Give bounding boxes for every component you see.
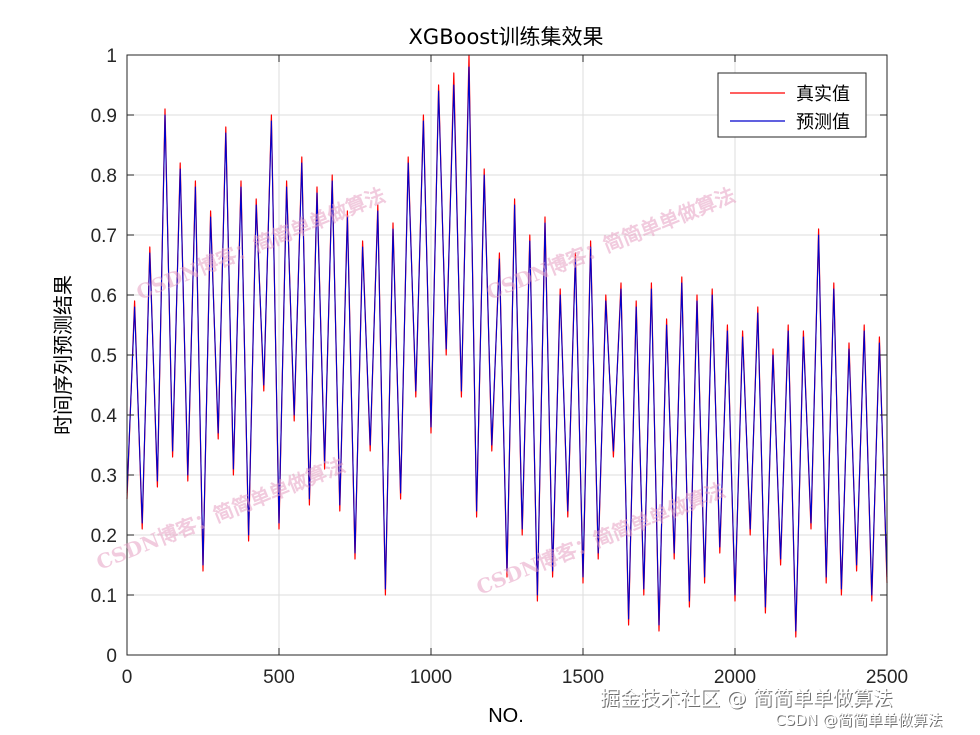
- y-tick-label: 0: [106, 646, 117, 667]
- y-tick-label: 0.7: [91, 226, 117, 247]
- y-tick-label: 0.2: [91, 526, 117, 547]
- legend-label-true: 真实值: [796, 84, 850, 105]
- y-tick-label: 0.1: [91, 586, 117, 607]
- y-tick-label: 0.9: [91, 106, 117, 127]
- y-tick-label: 0.3: [91, 466, 117, 487]
- y-tick-label: 0.5: [91, 346, 117, 367]
- credit-main: 掘金技术社区 @ 简简单单做算法: [600, 686, 893, 710]
- x-tick-label: 0: [122, 667, 133, 688]
- series-line-pred: [126, 66, 888, 632]
- legend: 真实值 预测值: [717, 72, 867, 138]
- credits: 掘金技术社区 @ 简简单单做算法 掘金技术社区 @ 简简单单做算法 CSDN @…: [600, 686, 944, 730]
- x-tick-label: 1000: [410, 667, 452, 688]
- x-axis-label: NO.: [488, 705, 524, 727]
- credit-sub: CSDN @简简单单做算法: [775, 711, 943, 729]
- x-tick-label: 500: [263, 667, 295, 688]
- chart-title: XGBoost训练集效果: [409, 25, 604, 49]
- y-axis-label: 时间序列预测结果: [51, 275, 75, 435]
- x-tick-label: 2500: [866, 667, 908, 688]
- y-tick-label: 0.8: [91, 166, 117, 187]
- y-tick-label: 0.4: [91, 406, 118, 427]
- series-lines: [126, 54, 888, 638]
- credit-sub-shadow: CSDN @简简单单做算法: [776, 712, 944, 730]
- legend-label-pred: 预测值: [796, 112, 850, 133]
- x-tick-label: 1500: [562, 667, 604, 688]
- y-tick-label: 0.6: [91, 286, 117, 307]
- legend-box: [717, 72, 867, 138]
- x-tick-label: 2000: [714, 667, 756, 688]
- axis-ticks: 0 500 1000 1500 2000 2500 0 0.1 0.2 0.3 0.4 0.5 0.6 0…: [91, 46, 909, 688]
- y-tick-label: 1: [106, 46, 117, 67]
- credit-main-shadow: 掘金技术社区 @ 简简单单做算法: [601, 687, 894, 711]
